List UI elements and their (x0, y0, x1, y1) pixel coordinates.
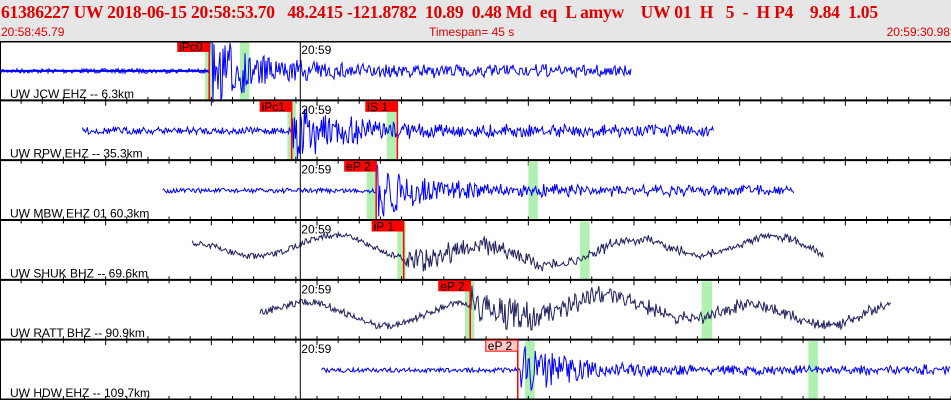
event-summary: 61386227 UW 2018-06-15 20:58:53.70 48.24… (1, 2, 878, 22)
waveform (259, 285, 892, 331)
waveform (321, 346, 951, 391)
pick-flag[interactable] (371, 220, 404, 232)
station-label: UW RATT BHZ -- 90.9km (10, 326, 145, 340)
pick-label: eP 2 (440, 279, 465, 293)
end-time: 20:59:30.98 (886, 25, 950, 39)
station-label: UW SHUK BHZ -- 69.6km (10, 266, 148, 280)
minute-label: 20:59 (301, 342, 331, 356)
trace-row[interactable]: 20:59 iP 1 UW SHUK BHZ -- 69.6km (10, 220, 824, 281)
pick-label: eP 2 (346, 160, 371, 174)
waveform (191, 230, 824, 272)
station-label: UW RPW EHZ -- 35.3km (10, 147, 143, 161)
minute-label: 20:59 (301, 282, 331, 296)
event-header: 61386227 UW 2018-06-15 20:58:53.70 48.24… (0, 0, 951, 41)
station-label: UW JCW EHZ -- 6.3km (10, 87, 134, 101)
pick-label: eP 2 (488, 339, 513, 353)
minute-label: 20:59 (301, 43, 331, 57)
pick-label: iPc1 (262, 100, 286, 114)
pick-label: iPc0 (179, 41, 203, 54)
pick-flag[interactable] (365, 100, 398, 112)
trace-row[interactable]: 20:59 eP 2 UW HDW EHZ -- 109.7km (10, 339, 951, 400)
waveform (0, 41, 632, 103)
pick-label: iP 1 (374, 220, 395, 234)
pick-window (397, 221, 406, 281)
waveform (162, 163, 795, 217)
trace-row[interactable]: 20:59 iPc0 UW JCW EHZ -- 6.3km (0, 41, 632, 103)
pick-flag[interactable] (177, 41, 210, 52)
minute-label: 20:59 (301, 103, 331, 117)
pick-flag[interactable] (438, 280, 471, 292)
minute-label: 20:59 (301, 223, 331, 237)
trace-row[interactable]: 20:59 eP 2 UW RATT BHZ -- 90.9km (10, 279, 892, 341)
pick-label: iS 1 (367, 100, 388, 114)
start-time: 20:58:45.79 (1, 25, 65, 39)
station-label: UW HDW EHZ -- 109.7km (10, 386, 150, 400)
pick-flag[interactable] (344, 160, 377, 172)
timespan-label: Timespan= 45 s (429, 25, 515, 39)
pick-flag[interactable] (485, 339, 519, 352)
minute-label: 20:59 (301, 163, 331, 177)
seismogram-panel[interactable]: 20:59 iPc0 UW JCW EHZ -- 6.3km 20:59 iPc1 iS … (0, 41, 951, 400)
trace-row[interactable]: 20:59 iPc1 iS 1 UW RPW EHZ -- 35.3km (10, 100, 714, 161)
trace-row[interactable]: 20:59 eP 2 UW MBW EHZ 01 60.3km (10, 160, 795, 221)
station-label: UW MBW EHZ 01 60.3km (10, 207, 149, 221)
pick-window (701, 281, 713, 341)
pick-flag[interactable] (259, 100, 292, 112)
pick-window (580, 221, 590, 281)
